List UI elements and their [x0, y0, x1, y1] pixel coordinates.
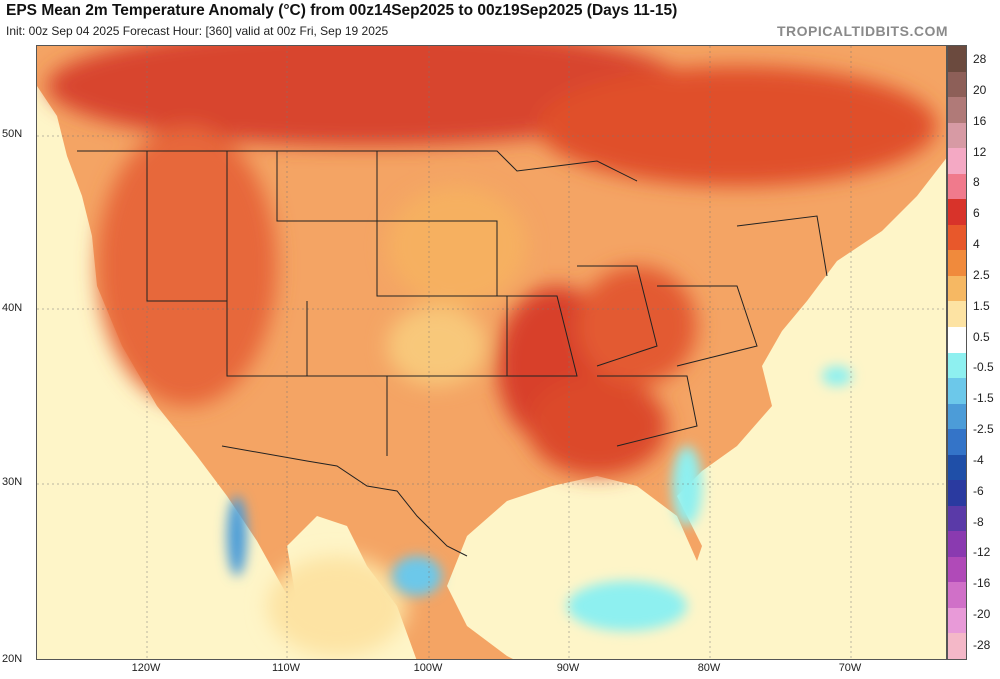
colorbar-cell	[948, 454, 966, 481]
colorbar-label: -20	[973, 607, 991, 622]
anomaly-shading	[47, 46, 937, 656]
lon-label-110w: 110W	[272, 662, 300, 674]
colorbar-cell	[948, 378, 966, 405]
colorbar-cell	[948, 505, 966, 532]
colorbar-cell	[948, 173, 966, 200]
chart-subtitle: Init: 00z Sep 04 2025 Forecast Hour: [36…	[6, 24, 389, 38]
colorbar-label: 28	[973, 52, 987, 66]
colorbar-label: -6	[973, 483, 984, 498]
colorbar-cell	[948, 301, 966, 328]
colorbar-cell	[948, 582, 966, 609]
colorbar-label: -16	[973, 576, 991, 591]
colorbar-cell	[948, 275, 966, 302]
colorbar-label: -0.5	[973, 360, 994, 375]
colorbar-label: 4	[973, 237, 980, 252]
anomaly-map	[36, 45, 947, 660]
colorbar-cell	[948, 480, 966, 507]
colorbar-cell	[948, 224, 966, 251]
colorbar-label: -2.5	[973, 422, 994, 437]
graticule	[37, 46, 946, 659]
colorbar-label: -12	[973, 545, 991, 560]
colorbar-label: -1.5	[973, 391, 994, 406]
colorbar-cell	[948, 429, 966, 456]
cool-shading	[227, 366, 852, 631]
colorbar-cell	[948, 326, 966, 353]
lon-label-70w: 70W	[838, 662, 862, 674]
colorbar-cell	[948, 556, 966, 583]
colorbar-cell	[948, 352, 966, 379]
colorbar-cell	[948, 46, 966, 73]
borders	[77, 150, 828, 557]
colorbar-cell	[948, 633, 966, 660]
colorbar-cell	[948, 122, 966, 149]
colorbar-cell	[948, 531, 966, 558]
colorbar-label: 8	[973, 175, 980, 190]
lat-label-40n: 40N	[2, 302, 23, 314]
colorbar-cell	[948, 607, 966, 634]
colorbar-label: 0.5	[973, 329, 990, 344]
colorbar-label: 6	[973, 206, 980, 221]
colorbar-label: 2.5	[973, 267, 990, 282]
lat-label-50n: 50N	[2, 128, 23, 140]
colorbar-label: 20	[973, 82, 987, 97]
lon-label-80w: 80W	[697, 662, 721, 674]
colorbar-label: -4	[973, 452, 984, 467]
lon-label-100w: 100W	[413, 662, 443, 674]
colorbar-cell	[948, 250, 966, 277]
colorbar-label: 16	[973, 113, 987, 128]
lon-label-120w: 120W	[131, 662, 161, 674]
lon-label-90w: 90W	[556, 662, 580, 674]
colorbar-label: -8	[973, 514, 984, 529]
colorbar	[947, 45, 967, 660]
colorbar-cell	[948, 71, 966, 98]
brand-link[interactable]: TROPICALTIDBITS.COM	[776, 23, 948, 39]
colorbar-cell	[948, 199, 966, 226]
colorbar-label: -28	[973, 638, 991, 652]
colorbar-cell	[948, 148, 966, 175]
colorbar-label: 12	[973, 144, 987, 159]
chart-title: EPS Mean 2m Temperature Anomaly (°C) fro…	[6, 2, 678, 19]
lat-label-30n: 30N	[2, 476, 23, 488]
lat-label-20n: 20N	[2, 653, 23, 665]
colorbar-cell	[948, 403, 966, 430]
colorbar-cell	[948, 97, 966, 124]
colorbar-label: 1.5	[973, 298, 990, 313]
